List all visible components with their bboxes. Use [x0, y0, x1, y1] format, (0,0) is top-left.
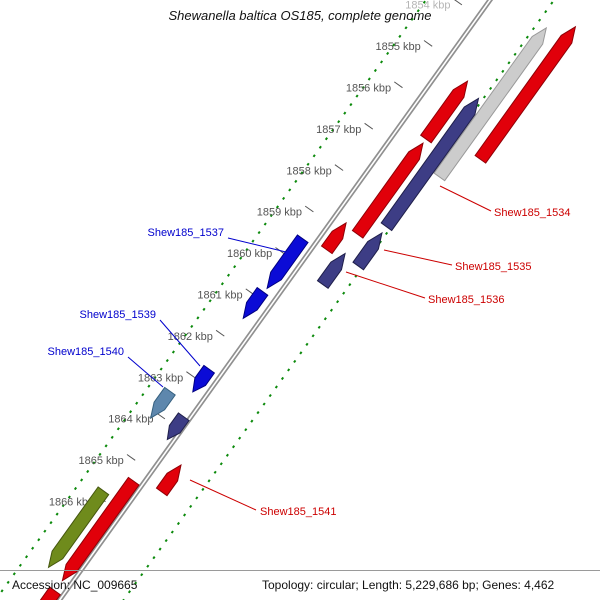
tick-mark: [186, 371, 195, 378]
tick-label: 1864 kbp: [108, 414, 153, 426]
gene-arrow[interactable]: [380, 97, 480, 232]
gene-arrow[interactable]: [31, 586, 61, 600]
gene-label[interactable]: Shew185_1537: [148, 227, 224, 239]
tick-mark: [423, 40, 433, 47]
tick-mark: [394, 81, 403, 89]
gene-label[interactable]: Shew185_1536: [428, 294, 504, 306]
tick-mark: [215, 329, 225, 337]
page-title: Shewanella baltica OS185, complete genom…: [168, 8, 432, 23]
gene-callout-line: [439, 185, 492, 212]
tick-label: 1858 kbp: [286, 165, 331, 177]
gene-arrow[interactable]: [149, 386, 176, 420]
gene-arrow[interactable]: [420, 80, 469, 144]
tick-label: 1856 kbp: [346, 83, 391, 95]
status-accession: Accession: NC_009665: [12, 578, 138, 592]
tick-mark: [334, 164, 344, 171]
gene-label[interactable]: Shew185_1540: [48, 346, 124, 358]
gene-arrow[interactable]: [320, 221, 347, 255]
tick-label: 1855 kbp: [376, 41, 421, 53]
gene-callout-line: [127, 356, 164, 388]
gc-dotted-track: [0, 0, 428, 596]
gene-arrow[interactable]: [266, 234, 309, 290]
gene-arrow[interactable]: [192, 364, 216, 393]
gene-label[interactable]: Shew185_1539: [80, 309, 156, 321]
gene-callout-line: [227, 237, 287, 253]
gene-callout-line: [159, 319, 201, 367]
gene-label[interactable]: Shew185_1534: [494, 207, 570, 219]
gene-arrow[interactable]: [433, 26, 548, 182]
tick-label: 1854 kbp: [405, 0, 450, 12]
status-bar: Accession: NC_009665 Topology: circular;…: [0, 570, 600, 600]
gene-arrow[interactable]: [61, 476, 140, 582]
tick-mark: [454, 0, 463, 6]
tick-label: 1861 kbp: [197, 290, 242, 302]
tick-mark: [364, 122, 374, 130]
tick-label: 1859 kbp: [257, 207, 302, 219]
tick-label: 1865 kbp: [79, 455, 124, 467]
gene-arrow[interactable]: [166, 412, 190, 441]
tick-label: 1857 kbp: [316, 124, 361, 136]
gene-label[interactable]: Shew185_1535: [455, 261, 531, 273]
gene-callout-line: [189, 479, 257, 511]
tick-mark: [304, 205, 314, 213]
gene-arrow[interactable]: [474, 25, 577, 164]
tick-label: 1863 kbp: [138, 372, 183, 384]
genome-axis-core: [58, 0, 491, 600]
gene-callout-line: [383, 249, 453, 266]
gene-arrow[interactable]: [351, 142, 424, 239]
gene-arrow[interactable]: [47, 486, 110, 569]
status-summary: Topology: circular; Length: 5,229,686 bp…: [262, 578, 555, 592]
gene-arrow[interactable]: [316, 252, 346, 289]
tick-mark: [126, 454, 136, 461]
gene-arrow[interactable]: [352, 231, 383, 271]
gene-arrow[interactable]: [155, 463, 182, 497]
tick-label: 1860 kbp: [227, 248, 272, 260]
tick-label: 1862 kbp: [168, 331, 213, 343]
tick-label: 1866 kbp: [49, 497, 94, 509]
gene-label[interactable]: Shew185_1541: [260, 506, 336, 518]
gene-arrow[interactable]: [242, 286, 269, 320]
gene-callout-line: [345, 271, 426, 299]
